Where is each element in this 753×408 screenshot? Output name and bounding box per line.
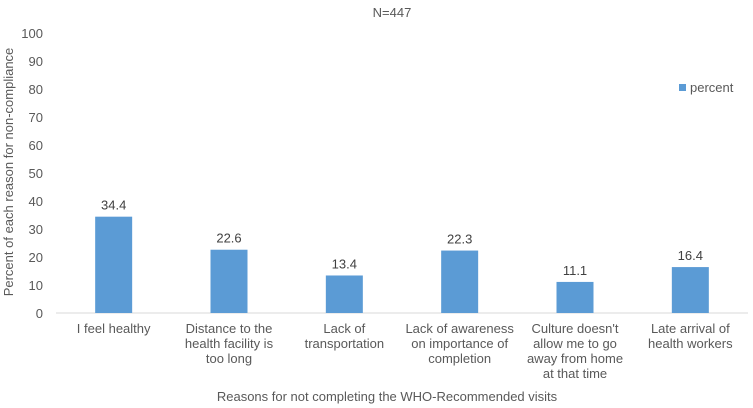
bars-group (95, 216, 709, 313)
legend-swatch (679, 84, 686, 91)
y-tick-label: 30 (29, 222, 43, 237)
bar (210, 249, 248, 313)
chart-title: N=447 (373, 5, 412, 20)
legend: percent (679, 80, 734, 95)
y-tick-label: 50 (29, 166, 43, 181)
category-labels-group: I feel healthy Distance to the health faci… (77, 321, 733, 381)
data-label: 11.1 (563, 263, 587, 278)
y-tick-label: 60 (29, 138, 43, 153)
data-label: 34.4 (101, 198, 126, 213)
data-labels-group: 34.4 22.6 13.4 22.3 11.1 16.4 (101, 198, 703, 278)
y-tick-label: 70 (29, 110, 43, 125)
data-label: 13.4 (332, 256, 357, 271)
x-axis-title: Reasons for not completing the WHO-Recom… (217, 389, 558, 404)
category-label: Lack of awareness on importance of complet… (405, 321, 514, 366)
bar (95, 216, 133, 313)
y-tick-label: 100 (21, 26, 43, 41)
bar (556, 281, 594, 313)
bar (325, 275, 363, 313)
bar (671, 267, 709, 313)
y-tick-label: 0 (36, 306, 43, 321)
legend-label: percent (690, 80, 734, 95)
y-tick-label: 20 (29, 250, 43, 265)
data-label: 22.6 (216, 231, 241, 246)
y-tick-label: 10 (29, 278, 43, 293)
category-label: Late arrival of health workers (648, 321, 733, 351)
y-axis: 0 10 20 30 40 50 60 70 80 90 100 (21, 26, 43, 321)
y-tick-label: 40 (29, 194, 43, 209)
category-label: Distance to the health facility is too lon… (185, 321, 274, 366)
y-tick-label: 90 (29, 54, 43, 69)
y-axis-title: Percent of each reason for non-complianc… (1, 48, 16, 297)
data-label: 16.4 (678, 248, 703, 263)
y-tick-label: 80 (29, 82, 43, 97)
bar (441, 250, 479, 313)
category-label: Lack of transportation (305, 321, 385, 351)
category-label: Culture doesn't allow me to go away from h… (527, 321, 623, 381)
data-label: 22.3 (447, 232, 472, 247)
category-label: I feel healthy (77, 321, 151, 336)
